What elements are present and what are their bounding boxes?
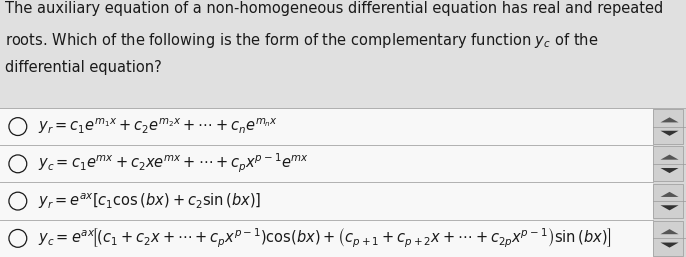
Text: $y_r = e^{ax}[c_1\cos{(bx)} + c_2\sin{(bx)}]$: $y_r = e^{ax}[c_1\cos{(bx)} + c_2\sin{(b… [38, 191, 262, 211]
Text: $y_c = c_1e^{mx} + c_2xe^{mx} + \cdots + c_px^{p-1}e^{mx}$: $y_c = c_1e^{mx} + c_2xe^{mx} + \cdots +… [38, 152, 309, 176]
Text: roots. Which of the following is the form of the complementary function $y_c$ of: roots. Which of the following is the for… [5, 31, 599, 50]
Text: $y_c = e^{ax}\!\left[(c_1 + c_2x + \cdots + c_px^{p-1})\cos(bx) + \left(c_{p+1} : $y_c = e^{ax}\!\left[(c_1 + c_2x + \cdot… [38, 227, 612, 250]
Text: The auxiliary equation of a non-homogeneous differential equation has real and r: The auxiliary equation of a non-homogene… [5, 1, 664, 16]
FancyBboxPatch shape [0, 108, 653, 145]
FancyBboxPatch shape [0, 220, 653, 257]
FancyBboxPatch shape [0, 145, 653, 182]
FancyBboxPatch shape [653, 221, 683, 256]
Polygon shape [661, 243, 678, 248]
Polygon shape [661, 192, 678, 197]
Polygon shape [661, 205, 678, 210]
Polygon shape [661, 168, 678, 173]
Polygon shape [661, 154, 678, 160]
Polygon shape [661, 131, 678, 136]
Polygon shape [661, 117, 678, 122]
Polygon shape [661, 229, 678, 234]
FancyBboxPatch shape [0, 0, 686, 108]
FancyBboxPatch shape [653, 109, 683, 144]
FancyBboxPatch shape [653, 184, 683, 218]
Text: $y_r = c_1e^{m_1x} + c_2e^{m_2x} + \cdots + c_ne^{m_nx}$: $y_r = c_1e^{m_1x} + c_2e^{m_2x} + \cdot… [38, 117, 279, 136]
FancyBboxPatch shape [653, 146, 683, 181]
FancyBboxPatch shape [0, 182, 653, 220]
Text: differential equation?: differential equation? [5, 60, 162, 75]
